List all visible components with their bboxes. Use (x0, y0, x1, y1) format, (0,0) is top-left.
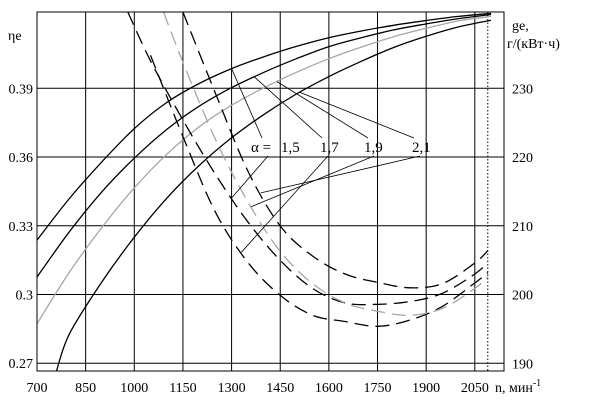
y-right-tick-label: 190 (512, 357, 533, 372)
x-tick-label: 1000 (120, 381, 148, 396)
grid (36, 12, 504, 371)
y-right-tick-label: 220 (512, 151, 533, 166)
efficiency-curve-3 (37, 15, 492, 325)
curves (37, 12, 492, 371)
x-tick-label: 1750 (364, 381, 392, 396)
x-tick-label: 1450 (266, 381, 294, 396)
efficiency-leader-3 (276, 81, 369, 139)
consumption-curve-1 (127, 12, 489, 306)
alpha-labels: α = 1,5 1,7 1,9 2,1 (251, 140, 431, 156)
alpha-label-3: 1,9 (364, 140, 383, 156)
alpha-label-2: 1,7 (320, 140, 339, 156)
x-tick-label: 850 (75, 381, 96, 396)
x-tick-label: 1600 (315, 381, 343, 396)
efficiency-leader-2 (254, 76, 323, 139)
x-axis-title: n, мин-1 (495, 378, 541, 396)
pointer-lines (231, 68, 421, 253)
efficiency-curve-1 (37, 12, 492, 241)
y-right-tick-label: 200 (512, 289, 533, 304)
alpha-label-1: 1,5 (281, 140, 300, 156)
ticks: 700 850 1000 1150 1300 1450 1600 1750 1900 2050 0.… (9, 82, 534, 396)
consumption-curve-3 (162, 12, 489, 316)
y-left-axis-title: ηe (8, 29, 22, 44)
y-left-tick-label: 0.33 (9, 220, 34, 235)
x-tick-label: 1300 (218, 381, 246, 396)
consumption-leader-1 (231, 155, 269, 199)
y-right-axis-title-2: г/(кВт·ч) (507, 37, 560, 52)
y-left-tick-label: 0.27 (9, 357, 34, 372)
efficiency-leader-1 (231, 68, 263, 139)
consumption-leader-4 (260, 155, 421, 194)
x-axis-title-sup: -1 (533, 378, 541, 389)
x-tick-label: 700 (27, 381, 48, 396)
x-tick-label: 2050 (461, 381, 489, 396)
consumption-leader-3 (250, 155, 375, 208)
efficiency-leader-4 (299, 91, 415, 139)
efficiency-curve-4 (55, 19, 492, 371)
consumption-leader-2 (241, 155, 329, 253)
alpha-label-4: 2,1 (412, 140, 431, 156)
y-right-tick-label: 230 (512, 82, 533, 97)
consumption-curve-2 (149, 55, 489, 327)
plot-frame (36, 11, 505, 372)
efficiency-curve-2 (37, 13, 492, 278)
y-right-axis-title-1: ge, (512, 19, 529, 34)
x-tick-label: 1900 (412, 381, 440, 396)
alpha-prefix: α = (251, 140, 271, 156)
x-tick-label: 1150 (169, 381, 196, 396)
y-right-tick-label: 210 (512, 220, 533, 235)
consumption-curve-4 (182, 12, 489, 289)
y-left-tick-label: 0.36 (9, 151, 34, 166)
y-left-tick-label: 0.3 (16, 288, 34, 303)
y-left-tick-label: 0.39 (9, 82, 34, 97)
